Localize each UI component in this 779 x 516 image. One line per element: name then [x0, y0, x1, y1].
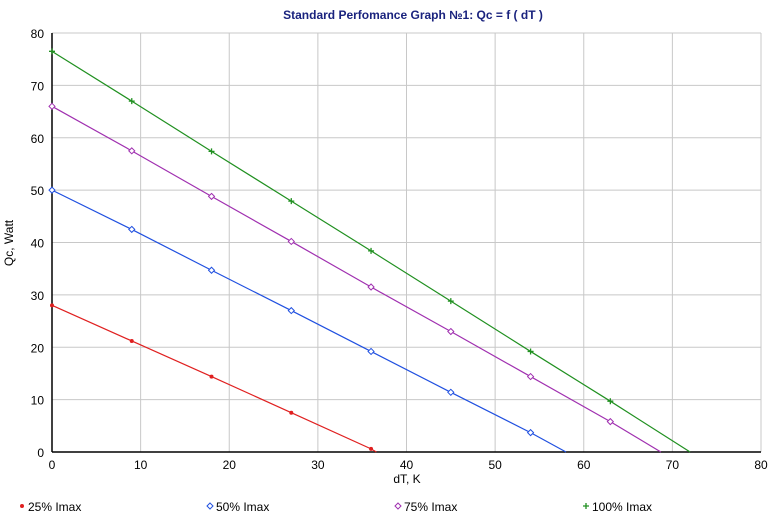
series [48, 48, 691, 453]
legend-label: 100% Imax [592, 500, 652, 514]
legend-label: 50% Imax [216, 500, 269, 514]
series-50-imax-point [526, 428, 535, 437]
series-25-imax-point [289, 410, 294, 415]
series-25-imax-point [369, 446, 374, 451]
chart-title: Standard Perfomance Graph №1: Qc = f ( d… [283, 8, 543, 22]
series-100-imax-point [49, 48, 55, 55]
y-tick-label: 30 [31, 289, 45, 303]
series-50-imax-line [51, 189, 567, 453]
series-75-imax-point [287, 237, 295, 246]
legend-label: 75% Imax [404, 500, 457, 514]
legend: 25% Imax 50% Imax 75% Imax 100% Imax [20, 500, 652, 514]
legend-marker [20, 504, 24, 508]
y-tick-label: 50 [31, 184, 45, 198]
series-50-imax-point [367, 347, 375, 356]
series-100-imax-point [368, 247, 375, 254]
series-75-imax-point [48, 102, 56, 111]
x-tick-label: 20 [223, 458, 237, 472]
series-50-imax-point [48, 186, 56, 194]
x-tick-label: 0 [49, 458, 56, 472]
y-axis-label: Qc, Watt [2, 219, 16, 266]
series-100-imax-point [447, 298, 454, 305]
x-tick-label: 40 [400, 458, 414, 472]
series-50-imax-point [128, 225, 136, 234]
y-tick-label: 10 [31, 394, 45, 408]
y-tick-label: 70 [31, 79, 45, 93]
x-tick-label: 60 [577, 458, 591, 472]
legend-marker [583, 503, 589, 509]
y-tick-label: 40 [31, 237, 45, 251]
series-75-imax-point [447, 327, 455, 336]
x-tick-label: 80 [754, 458, 768, 472]
series-50-imax-point [207, 266, 216, 274]
series-75-imax-point [128, 147, 136, 155]
tick-labels: 0 10 20 30 40 50 60 70 80 0 10 20 30 40 50 60 70 80 [31, 27, 768, 472]
series-100-imax-point [288, 198, 295, 205]
series-25-imax-point [209, 374, 214, 379]
legend-marker [206, 502, 214, 510]
y-tick-label: 60 [31, 132, 45, 146]
legend-marker [394, 502, 402, 510]
series-100-imax-point [527, 348, 534, 355]
x-tick-label: 30 [311, 458, 325, 472]
series-75-imax-point [367, 283, 375, 291]
series-50-imax-point [287, 306, 295, 315]
series-50-imax-point [447, 388, 455, 397]
series-75-imax-line [51, 105, 662, 453]
series-75-imax-point [606, 417, 615, 426]
series-75-imax-point [526, 372, 535, 381]
series-25-imax-point [129, 338, 134, 343]
y-tick-label: 0 [37, 446, 44, 460]
series-25-imax-line [51, 304, 377, 453]
legend-label: 25% Imax [28, 500, 81, 514]
y-tick-label: 20 [31, 341, 45, 355]
series-75-imax-point [207, 192, 216, 201]
y-tick-label: 80 [31, 27, 45, 41]
series-100-imax-point [208, 148, 215, 155]
grid [51, 32, 762, 453]
series-100-imax-point [607, 398, 614, 405]
series-25-imax-point [50, 303, 54, 308]
series-100-imax-point [128, 98, 135, 105]
x-tick-label: 10 [134, 458, 148, 472]
x-tick-label: 50 [488, 458, 502, 472]
x-axis-label: dT, K [393, 472, 420, 486]
x-tick-label: 70 [666, 458, 680, 472]
